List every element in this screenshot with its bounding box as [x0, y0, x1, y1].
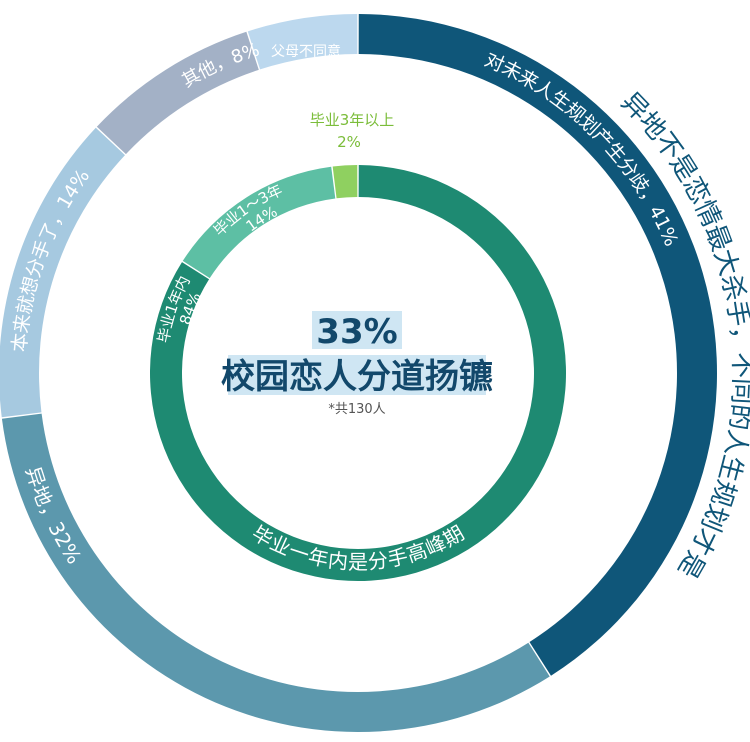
outer-slice-0: [358, 14, 717, 676]
outer-label-4-line1: 父母不同意: [271, 43, 341, 60]
outer-label-4-line2: 5%: [279, 64, 301, 80]
inner-label-2-line2: 2%: [337, 133, 361, 151]
outer-slice-2: [0, 127, 126, 418]
center-percent-highlight: [312, 311, 402, 349]
outer-ring: [0, 14, 717, 732]
center-percent: 33%: [316, 312, 397, 352]
outer-slice-3: [96, 31, 259, 155]
outer-slice-4: [247, 14, 358, 70]
center-block: 33% 校园恋人分道扬镳 *共130人: [221, 311, 493, 417]
center-title-highlight: [228, 355, 486, 395]
inner-ring: [150, 165, 566, 582]
inner-label-2-line1: 毕业3年以上: [310, 111, 395, 129]
center-title: 校园恋人分道扬镳: [221, 357, 493, 397]
center-note: *共130人: [328, 402, 385, 417]
inner-slice-2: [332, 165, 358, 199]
outer-slice-1: [1, 413, 550, 732]
inner-slice-1: [182, 166, 336, 279]
